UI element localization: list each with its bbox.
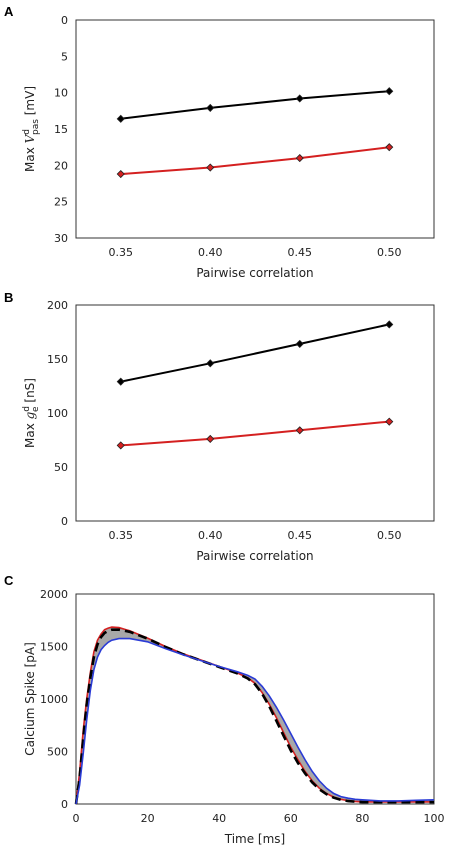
data-point-marker — [206, 359, 215, 368]
panel-b-series — [116, 320, 394, 450]
series-line-1 — [120, 420, 390, 447]
y-tick-label: 30 — [54, 232, 68, 245]
data-point-marker — [116, 377, 125, 386]
panel-a-plot-frame — [75, 19, 435, 239]
panel-c-y-axis-label: Calcium Spike [pA] — [23, 642, 37, 756]
panel-b-x-axis-label: Pairwise correlation — [196, 549, 313, 563]
series-line-0 — [120, 323, 390, 383]
x-tick-label: 0.40 — [198, 529, 223, 542]
x-tick-label: 0.40 — [198, 246, 223, 259]
panel-b: B 0 50 100 150 200 0.35 0.40 0.45 0.50 Pairwise… — [4, 290, 435, 563]
data-point-marker — [295, 154, 304, 163]
data-point-marker — [295, 426, 304, 435]
panel-a-series — [116, 87, 394, 179]
data-point-marker — [206, 434, 215, 443]
panel-a: A 0 5 10 15 20 25 30 0.35 0.40 0.45 0.50 Pairwise… — [4, 4, 435, 280]
series-line-2 — [75, 637, 435, 805]
data-point-marker — [385, 87, 394, 96]
y-tick-label: 15 — [54, 123, 68, 136]
x-tick-label: 0.45 — [288, 529, 313, 542]
y-tick-label: 200 — [47, 299, 68, 312]
panel-b-ylabel-suffix: [nS] — [23, 378, 37, 406]
panel-b-y-tick-labels: 0 50 100 150 200 — [47, 299, 68, 528]
series-line-1 — [74, 628, 434, 805]
panel-b-x-tick-labels: 0.35 0.40 0.45 0.50 — [109, 529, 402, 542]
y-tick-label: 50 — [54, 461, 68, 474]
panel-c: C 0 500 1000 1500 2000 0 20 40 60 80 100 Time [ms… — [4, 573, 445, 846]
panel-a-y-axis-label: Max Vdpas [mV] — [22, 86, 41, 172]
data-point-marker — [116, 441, 125, 450]
y-tick-label: 20 — [54, 159, 68, 172]
panel-c-letter: C — [4, 573, 14, 588]
panel-b-ylabel-symbol: g — [23, 411, 37, 419]
data-point-marker — [385, 417, 394, 426]
data-point-marker — [295, 94, 304, 103]
y-tick-label: 10 — [54, 87, 68, 100]
data-point-marker — [385, 320, 394, 329]
y-tick-label: 0 — [61, 515, 68, 528]
y-tick-label: 0 — [61, 14, 68, 27]
y-tick-label: 0 — [61, 798, 68, 811]
y-tick-label: 1000 — [40, 693, 68, 706]
panel-a-x-axis-label: Pairwise correlation — [196, 266, 313, 280]
y-tick-label: 150 — [47, 353, 68, 366]
panel-b-letter: B — [4, 290, 13, 305]
panel-b-plot-frame — [75, 304, 435, 522]
x-tick-label: 0.35 — [109, 246, 134, 259]
data-point-marker — [295, 339, 304, 348]
y-tick-label: 2000 — [40, 588, 68, 601]
panel-a-ylabel-sub: pas — [31, 119, 41, 135]
series-line-0 — [75, 626, 434, 805]
x-tick-label: 0.45 — [288, 246, 313, 259]
y-tick-label: 5 — [61, 50, 68, 63]
x-tick-label: 20 — [141, 812, 155, 825]
panel-c-x-tick-labels: 0 20 40 60 80 100 — [73, 812, 445, 825]
panel-a-letter: A — [4, 4, 14, 19]
panel-b-ylabel-prefix: Max — [23, 419, 37, 448]
x-tick-label: 60 — [284, 812, 298, 825]
panel-a-ylabel-suffix: [mV] — [23, 86, 37, 119]
series-line-0 — [120, 90, 390, 120]
panel-c-series — [74, 626, 435, 805]
panel-b-ylabel-sub: e — [31, 406, 41, 412]
data-point-marker — [116, 114, 125, 123]
x-tick-label: 0.35 — [109, 529, 134, 542]
x-tick-label: 0.50 — [377, 246, 402, 259]
data-point-marker — [116, 169, 125, 179]
y-tick-label: 25 — [54, 196, 68, 209]
x-tick-label: 40 — [212, 812, 226, 825]
x-tick-label: 0.50 — [377, 529, 402, 542]
panel-c-plot-frame — [75, 593, 435, 805]
variability-band — [76, 627, 434, 804]
data-point-marker — [206, 163, 215, 172]
data-point-marker — [206, 103, 215, 112]
panel-a-ylabel-sup: d — [22, 129, 32, 135]
y-tick-label: 100 — [47, 407, 68, 420]
panel-b-y-axis-label: Max gde [nS] — [22, 378, 41, 448]
y-tick-label: 1500 — [40, 641, 68, 654]
panel-b-ylabel-sup: d — [22, 406, 32, 412]
panel-a-y-tick-labels: 0 5 10 15 20 25 30 — [54, 14, 68, 245]
panel-c-y-tick-labels: 0 500 1000 1500 2000 — [40, 588, 68, 811]
data-point-marker — [385, 143, 394, 152]
x-tick-label: 0 — [73, 812, 80, 825]
x-tick-label: 80 — [355, 812, 369, 825]
panel-a-x-tick-labels: 0.35 0.40 0.45 0.50 — [109, 246, 402, 259]
panel-a-ylabel-prefix: Max — [23, 143, 37, 172]
y-tick-label: 500 — [47, 746, 68, 759]
panel-c-x-axis-label: Time [ms] — [224, 832, 286, 846]
x-tick-label: 100 — [424, 812, 445, 825]
panel-a-ylabel-symbol: V — [23, 133, 37, 143]
series-line-1 — [120, 146, 390, 176]
